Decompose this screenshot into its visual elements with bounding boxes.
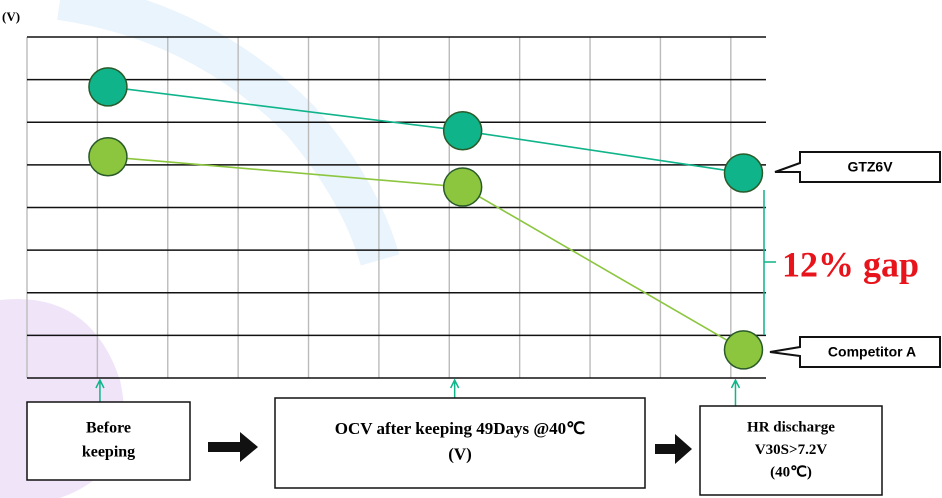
data-point	[88, 67, 128, 107]
legend-label: GTZ6V	[847, 159, 893, 175]
watermark	[57, 0, 400, 266]
stage-label: HR discharge	[747, 419, 835, 435]
stage-label: keeping	[82, 444, 135, 461]
flow-arrow	[208, 432, 258, 462]
y-unit: (V)	[2, 9, 20, 24]
stage-box	[699, 405, 883, 496]
data-point	[442, 111, 483, 151]
stage-box	[26, 401, 191, 481]
legend-label: Competitor A	[828, 344, 916, 360]
stage-box	[274, 397, 646, 489]
flow-arrow	[655, 434, 692, 464]
stage-label: (V)	[448, 445, 472, 464]
gap-annotation: 12% gap	[782, 244, 919, 284]
data-point	[88, 137, 128, 177]
stage-label: V30S>7.2V	[755, 442, 827, 458]
stage-label: OCV after keeping 49Days @40℃	[335, 419, 586, 438]
callout-box	[774, 151, 941, 183]
gap-bracket	[763, 190, 776, 335]
callout-box	[769, 336, 941, 368]
stage-label: Before	[86, 420, 131, 437]
data-point	[723, 330, 764, 370]
data-point	[723, 153, 764, 193]
pointer-arrow	[449, 378, 460, 398]
data-point	[442, 167, 483, 207]
series-line	[107, 155, 744, 351]
pointer-arrow	[95, 378, 105, 402]
pointer-arrow	[730, 378, 741, 406]
stage-label: (40℃)	[770, 464, 812, 480]
series-line	[107, 86, 744, 174]
